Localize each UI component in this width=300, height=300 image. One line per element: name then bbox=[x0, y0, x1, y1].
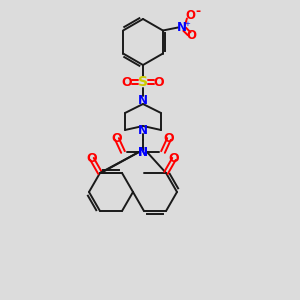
Text: O: O bbox=[185, 9, 195, 22]
Text: O: O bbox=[169, 152, 179, 165]
Text: -: - bbox=[195, 5, 200, 18]
Text: N: N bbox=[177, 21, 187, 34]
Text: O: O bbox=[186, 29, 196, 42]
Text: O: O bbox=[154, 76, 164, 88]
Text: N: N bbox=[138, 124, 148, 136]
Text: O: O bbox=[122, 76, 132, 88]
Text: +: + bbox=[184, 22, 190, 28]
Text: O: O bbox=[87, 152, 97, 165]
Text: O: O bbox=[112, 133, 122, 146]
Text: O: O bbox=[164, 133, 174, 146]
Text: N: N bbox=[138, 146, 148, 158]
Text: N: N bbox=[138, 146, 148, 158]
Text: N: N bbox=[138, 94, 148, 106]
Text: S: S bbox=[138, 75, 148, 89]
